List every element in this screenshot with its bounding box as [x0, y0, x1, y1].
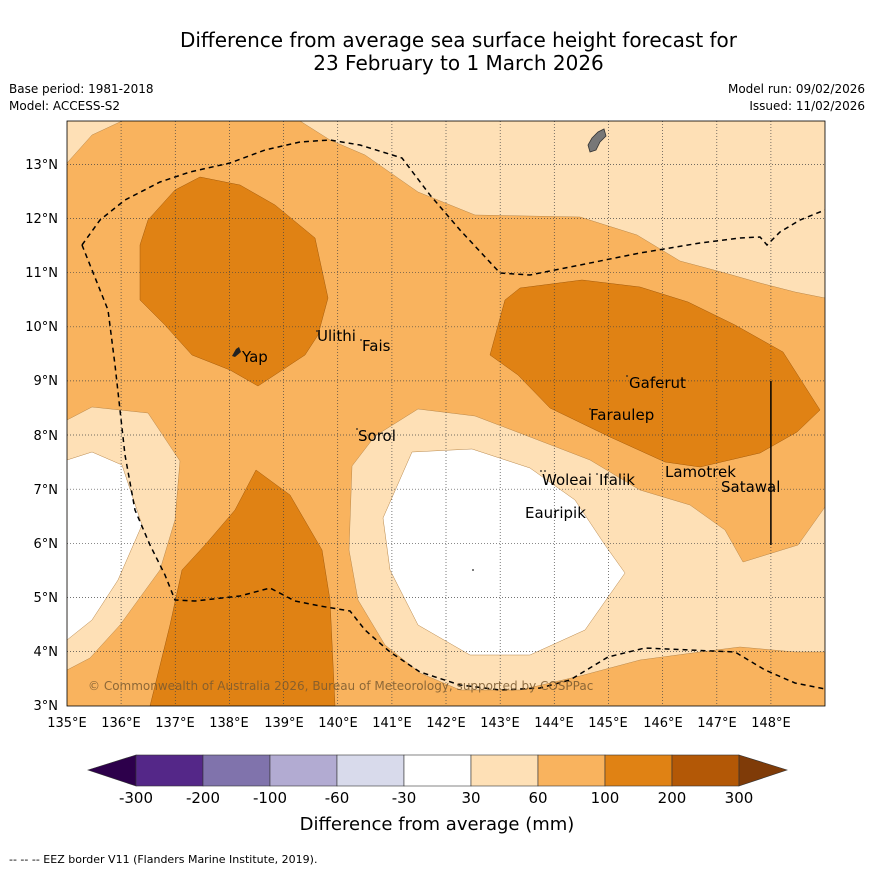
- band-neutral-west: [67, 451, 143, 641]
- yap-island: [232, 347, 241, 357]
- lat-gridlines: [67, 164, 825, 652]
- band-neutral-central: [382, 448, 626, 656]
- lat-label: 10°N: [25, 320, 58, 335]
- lat-label: 8°N: [34, 429, 59, 444]
- eez-legend-note: -- -- -- EEZ border V11 (Flanders Marine…: [9, 853, 318, 866]
- colorbar-tick: 300: [725, 789, 754, 807]
- band-100-200-east: [489, 279, 821, 468]
- colorbar-tick: -300: [119, 789, 153, 807]
- lon-label: 139°E: [264, 716, 304, 731]
- lon-label: 142°E: [426, 716, 466, 731]
- model-run: Model run: 09/02/2026: [727, 82, 865, 96]
- lon-label: 138°E: [209, 716, 249, 731]
- label-gaferut: Gaferut: [629, 374, 686, 392]
- lon-label: 140°E: [318, 716, 358, 731]
- lon-label: 145°E: [588, 716, 628, 731]
- lon-label: 148°E: [751, 716, 791, 731]
- lat-label: 11°N: [25, 266, 58, 281]
- colorbar-tick: -60: [325, 789, 350, 807]
- label-ifalik: Ifalik: [599, 471, 635, 489]
- base-period: Base period: 1981-2018: [9, 82, 154, 96]
- lon-label: 137°E: [155, 716, 195, 731]
- colorbar-segment: [269, 754, 338, 787]
- eez-border: [81, 139, 825, 691]
- label-fais: Fais: [362, 337, 391, 355]
- colorbar: [87, 754, 788, 787]
- place-dots: [316, 330, 628, 571]
- band-100-200-south: [149, 469, 336, 706]
- colorbar-segment: [202, 754, 271, 787]
- band-30-60-northeast: [299, 121, 825, 299]
- lon-label: 141°E: [372, 716, 412, 731]
- label-woleai: Woleai: [542, 471, 592, 489]
- colorbar-segment: [604, 754, 673, 787]
- colorbar-ticks: -300 -200 -100 -60 -30 30 60 100 200 300: [119, 789, 753, 807]
- colorbar-tick: -100: [253, 789, 287, 807]
- colorbar-extend-low: [87, 754, 137, 787]
- colorbar-label: Difference from average (mm): [300, 814, 575, 835]
- lon-label: 136°E: [101, 716, 141, 731]
- title-line-1: Difference from average sea surface heig…: [179, 28, 738, 52]
- colorbar-tick: -30: [392, 789, 417, 807]
- lat-axis: 13°N 12°N 11°N 10°N 9°N 8°N 7°N 6°N 5°N …: [25, 158, 58, 714]
- label-faraulep: Faraulep: [590, 406, 654, 424]
- label-eauripik: Eauripik: [525, 504, 586, 522]
- colorbar-segment: [671, 754, 740, 787]
- lat-label: 4°N: [34, 645, 59, 660]
- lat-label: 13°N: [25, 158, 58, 173]
- lon-axis: 135°E 136°E 137°E 138°E 139°E 140°E 141°…: [47, 716, 791, 731]
- issued-date: Issued: 11/02/2026: [749, 99, 865, 113]
- colorbar-segment: [336, 754, 405, 787]
- lon-label: 143°E: [480, 716, 520, 731]
- label-lamotrek: Lamotrek: [665, 463, 736, 481]
- lat-label: 12°N: [25, 212, 58, 227]
- lon-label: 144°E: [534, 716, 574, 731]
- map-frame: [66, 120, 826, 707]
- lon-label: 135°E: [47, 716, 87, 731]
- colorbar-tick: 200: [658, 789, 687, 807]
- colorbar-extend-high: [738, 754, 788, 787]
- lat-label: 5°N: [34, 591, 59, 606]
- band-100-200-northwest: [139, 176, 329, 387]
- colorbar-segment: [537, 754, 606, 787]
- title-line-2: 23 February to 1 March 2026: [313, 51, 604, 75]
- label-ulithi: Ulithi: [317, 327, 356, 345]
- label-satawal: Satawal: [721, 478, 780, 496]
- colorbar-tick: 100: [591, 789, 620, 807]
- colorbar-tick: 30: [461, 789, 480, 807]
- lon-label: 146°E: [643, 716, 683, 731]
- copyright-note: © Commonwealth of Australia 2026, Bureau…: [88, 679, 593, 693]
- label-yap: Yap: [241, 348, 268, 366]
- label-sorol: Sorol: [358, 427, 396, 445]
- lat-label: 9°N: [34, 374, 59, 389]
- colorbar-segment: [403, 754, 472, 787]
- guam-island: [587, 128, 607, 153]
- band-30-60-northwest: [67, 121, 123, 164]
- lat-label: 3°N: [34, 699, 59, 714]
- colorbar-segment: [135, 754, 204, 787]
- lat-label: 6°N: [34, 537, 59, 552]
- colorbar-segment: [470, 754, 539, 787]
- lon-label: 147°E: [697, 716, 737, 731]
- lat-label: 7°N: [34, 483, 59, 498]
- colorbar-tick: -200: [186, 789, 220, 807]
- colorbar-tick: 60: [528, 789, 547, 807]
- model-name: Model: ACCESS-S2: [9, 99, 121, 113]
